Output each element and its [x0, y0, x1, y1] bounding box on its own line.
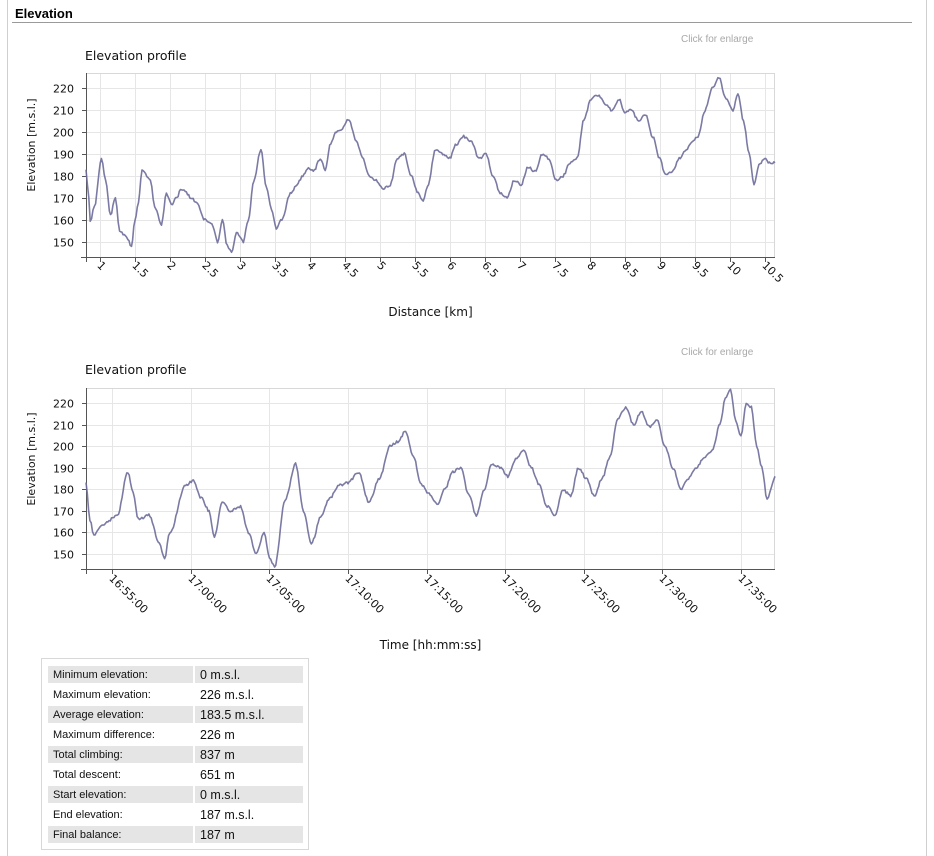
- x-tick-label: 6: [444, 259, 458, 273]
- x-tick-label: 17:00:00: [185, 572, 229, 616]
- x-tick-label: 17:35:00: [735, 572, 779, 616]
- plot-area: [86, 388, 775, 569]
- y-tick-label: 210: [53, 420, 74, 433]
- stats-label: Total descent:: [53, 768, 121, 781]
- x-tick-label: 8.5: [619, 259, 641, 281]
- stats-label: Total climbing:: [48, 746, 193, 763]
- panel-border: [7, 0, 927, 856]
- stats-value: 0 m.s.l.: [195, 786, 303, 803]
- y-tick-label: 190: [53, 463, 74, 476]
- y-tick-label: 150: [53, 237, 74, 250]
- y-axis-label: Elevation [m.s.l.]: [25, 412, 38, 505]
- x-tick-label: 17:20:00: [499, 572, 543, 616]
- stats-row: Final balance: 187 m: [48, 826, 303, 843]
- x-tick-label: 7.5: [549, 259, 571, 281]
- x-tick-label: 10: [724, 259, 743, 278]
- x-tick-label: 9: [654, 259, 668, 273]
- x-tick-label: 16:55:00: [106, 572, 150, 616]
- stats-row: Total descent: 651 m: [48, 766, 303, 783]
- stats-row: End elevation: 187 m.s.l.: [48, 806, 303, 823]
- stats-value: 226 m.s.l.: [200, 687, 255, 702]
- enlarge-link-time[interactable]: Click for enlarge: [681, 347, 754, 358]
- stats-value: 226 m: [200, 727, 235, 742]
- x-tick-label: 10.5: [759, 259, 786, 286]
- x-tick-label: 9.5: [689, 259, 711, 281]
- stats-label: Minimum elevation:: [48, 666, 193, 683]
- x-tick-label: 17:15:00: [421, 572, 465, 616]
- stats-value: 837 m: [195, 746, 303, 763]
- x-tick-label: 6.5: [479, 259, 501, 281]
- x-tick-label: 1.5: [129, 259, 151, 281]
- stats-row: Total climbing: 837 m: [48, 746, 303, 763]
- y-tick-label: 180: [53, 484, 74, 497]
- stats-label: End elevation:: [53, 808, 123, 821]
- stats-label: Average elevation:: [48, 706, 193, 723]
- stats-label: Maximum difference:: [53, 728, 155, 741]
- elevation-series-line: [85, 76, 776, 254]
- elevation-time-chart[interactable]: Elevation profile 150 160 170 180 190 200 210 22…: [0, 353, 934, 653]
- y-tick-label: 150: [53, 549, 74, 562]
- title-divider: [12, 22, 912, 23]
- y-tick-label: 160: [53, 215, 74, 228]
- x-tick-label: 4: [304, 259, 318, 273]
- x-tick-label: 3.5: [269, 259, 291, 281]
- stats-row: Maximum elevation: 226 m.s.l.: [48, 686, 303, 703]
- x-tick-label: 2.5: [199, 259, 221, 281]
- stats-row: Start elevation: 0 m.s.l.: [48, 786, 303, 803]
- x-tick-label: 2: [164, 259, 178, 273]
- y-tick-label: 220: [53, 83, 74, 96]
- stats-label: Maximum elevation:: [53, 688, 151, 701]
- chart-title: Elevation profile: [85, 362, 187, 377]
- y-tick-label: 200: [53, 441, 74, 454]
- x-tick-label: 3: [234, 259, 248, 273]
- x-tick-label: 17:25:00: [578, 572, 622, 616]
- x-tick-label: 17:10:00: [342, 572, 386, 616]
- x-tick-label: 7: [514, 259, 528, 273]
- gridlines: [86, 388, 775, 569]
- stats-label: Start elevation:: [48, 786, 193, 803]
- x-tick-label: 4.5: [339, 259, 361, 281]
- elevation-series-line: [85, 388, 776, 568]
- x-tick-label: 5.5: [409, 259, 431, 281]
- x-tick-label: 1: [94, 259, 108, 273]
- x-tick-label: 8: [584, 259, 598, 273]
- stats-label: Final balance:: [48, 826, 193, 843]
- stats-value: 183.5 m.s.l.: [195, 706, 303, 723]
- enlarge-link-distance[interactable]: Click for enlarge: [681, 34, 754, 45]
- y-tick-label: 180: [53, 171, 74, 184]
- chart-title: Elevation profile: [85, 48, 187, 63]
- x-tick-label: 17:05:00: [263, 572, 307, 616]
- elevation-stats-table: Minimum elevation: 0 m.s.l. Maximum elevat…: [46, 663, 305, 846]
- y-tick-label: 170: [53, 193, 74, 206]
- elevation-stats-box: Minimum elevation: 0 m.s.l. Maximum elevat…: [41, 658, 309, 850]
- stats-value: 187 m.s.l.: [200, 807, 255, 822]
- y-tick-label: 210: [53, 105, 74, 118]
- y-tick-label: 200: [53, 127, 74, 140]
- x-tick-label: 17:30:00: [656, 572, 700, 616]
- y-tick-label: 190: [53, 149, 74, 162]
- section-title: Elevation: [15, 6, 73, 21]
- stats-row: Minimum elevation: 0 m.s.l.: [48, 666, 303, 683]
- x-axis-label: Distance [km]: [388, 305, 472, 319]
- elevation-distance-chart[interactable]: Elevation profile15016017018019020021022…: [0, 40, 934, 330]
- stats-value: 0 m.s.l.: [195, 666, 303, 683]
- x-tick-label: 5: [374, 259, 388, 273]
- stats-value: 187 m: [195, 826, 303, 843]
- stats-row: Maximum difference: 226 m: [48, 726, 303, 743]
- stats-row: Average elevation: 183.5 m.s.l.: [48, 706, 303, 723]
- x-axis-label: Time [hh:mm:ss]: [379, 638, 482, 652]
- y-tick-label: 160: [53, 527, 74, 540]
- y-tick-label: 170: [53, 506, 74, 519]
- y-axis-label: Elevation [m.s.l.]: [25, 98, 38, 191]
- stats-value: 651 m: [200, 767, 235, 782]
- plot-area: [86, 73, 775, 257]
- y-tick-label: 220: [53, 398, 74, 411]
